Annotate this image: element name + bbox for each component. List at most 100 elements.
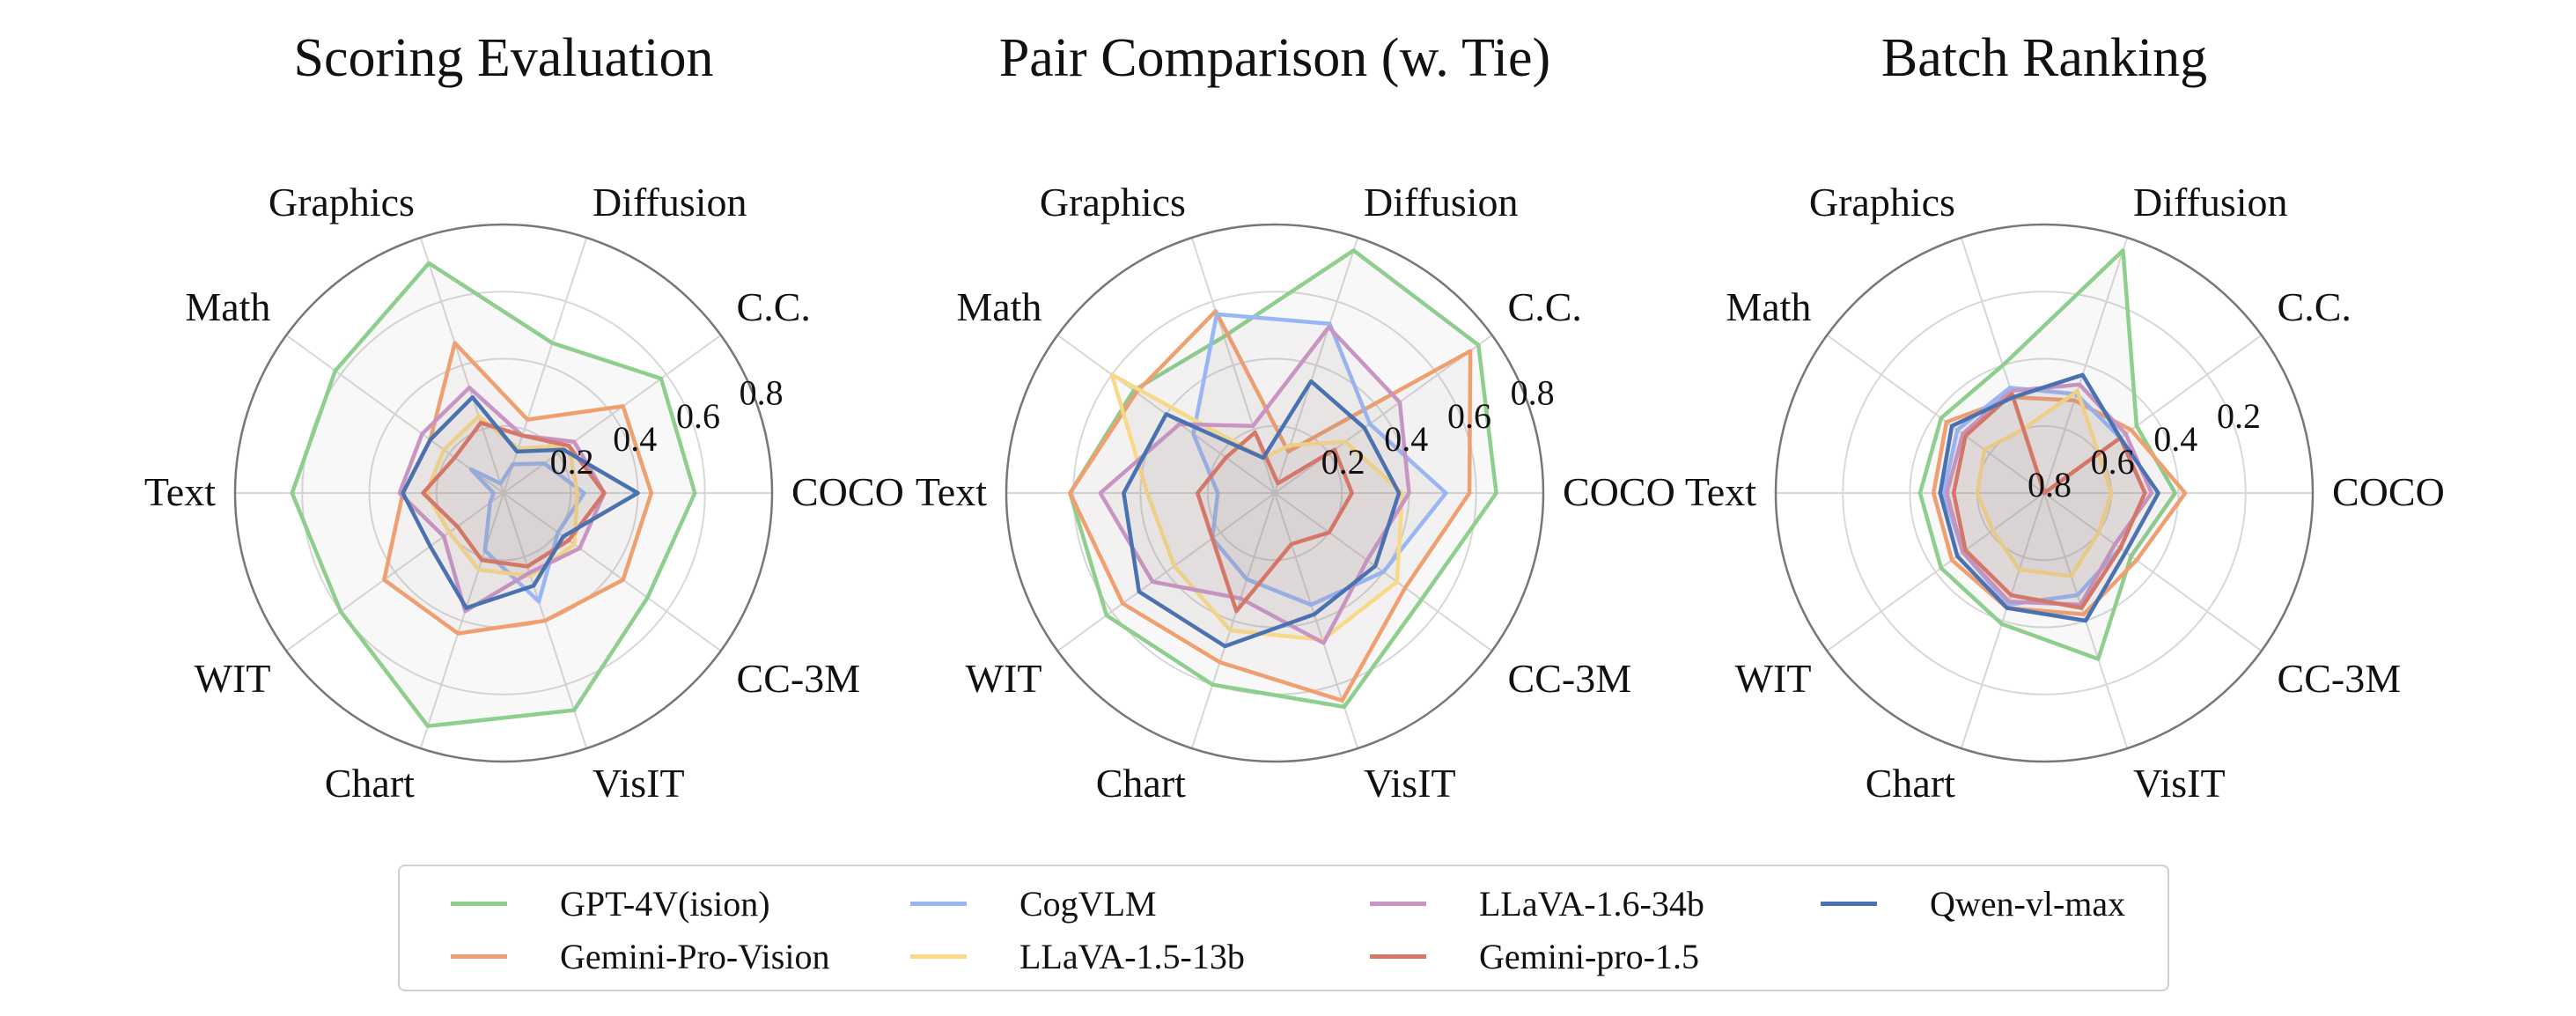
legend-swatch bbox=[1370, 953, 1426, 959]
axis-label-coco: COCO bbox=[2332, 469, 2445, 514]
series-gemini-pro-1-5 bbox=[1196, 430, 1354, 614]
series-llava-1-6-34b bbox=[1945, 382, 2154, 607]
radial-tick-label: 0.6 bbox=[676, 396, 720, 436]
axis-label-diffusion: Diffusion bbox=[1364, 180, 1519, 225]
subplot-title: Pair Comparison (w. Tie) bbox=[999, 28, 1550, 88]
axis-label-diffusion: Diffusion bbox=[2133, 180, 2288, 225]
series-qwen-vl-max bbox=[1938, 372, 2160, 623]
radar-outer-circle bbox=[1005, 223, 1545, 763]
legend-label: Gemini-pro-1.5 bbox=[1479, 936, 1699, 976]
legend-swatch bbox=[451, 901, 507, 906]
spoke-cc-3m bbox=[503, 492, 722, 652]
series-llava-1-5-13b bbox=[1975, 388, 2114, 578]
axis-label-c-c: C.C. bbox=[2278, 284, 2352, 329]
radar-outer-circle bbox=[1774, 223, 2315, 763]
axis-label-cc-3m: CC-3M bbox=[2278, 656, 2402, 701]
axis-label-chart: Chart bbox=[1096, 761, 1186, 806]
subplot-title: Scoring Evaluation bbox=[294, 28, 714, 88]
spoke-graphics bbox=[419, 237, 504, 494]
legend: GPT-4V(ision) Gemini-Pro-Vision CogVLM L… bbox=[398, 865, 2169, 991]
legend-item: GPT-4V(ision) bbox=[451, 877, 770, 930]
axis-label-cc-3m: CC-3M bbox=[1508, 656, 1632, 701]
radial-tick-label: 0.4 bbox=[1384, 419, 1428, 459]
axis-label-visit: VisIT bbox=[592, 761, 685, 806]
series-qwen-vl-max bbox=[1122, 379, 1402, 649]
series-qwen-vl-max bbox=[401, 394, 640, 610]
legend-swatch bbox=[1370, 901, 1426, 906]
axis-label-c-c: C.C. bbox=[737, 284, 811, 329]
radial-tick-label: 0.8 bbox=[2028, 465, 2072, 504]
axis-label-graphics: Graphics bbox=[1809, 180, 1955, 225]
spoke-wit bbox=[285, 492, 504, 652]
legend-label: LLaVA-1.6-34b bbox=[1479, 883, 1704, 924]
spoke-math bbox=[285, 334, 504, 494]
series-cogvlm bbox=[468, 461, 586, 604]
legend-item: Gemini-Pro-Vision bbox=[451, 930, 829, 983]
legend-label: Gemini-Pro-Vision bbox=[560, 936, 830, 976]
radial-tick-label: 0.2 bbox=[550, 442, 594, 482]
axis-label-chart: Chart bbox=[325, 761, 415, 806]
spoke-wit bbox=[1826, 492, 2045, 652]
spoke-chart bbox=[1960, 492, 2045, 749]
legend-label: Qwen-vl-max bbox=[1930, 883, 2126, 924]
series-gemini-pro-1-5 bbox=[421, 420, 607, 569]
axis-label-graphics: Graphics bbox=[1040, 180, 1186, 225]
series-llava-1-5-13b bbox=[1109, 372, 1405, 643]
legend-item: Gemini-pro-1.5 bbox=[1370, 930, 1699, 983]
axis-label-wit: WIT bbox=[966, 656, 1042, 701]
radial-tick-label: 0.2 bbox=[2217, 396, 2261, 436]
axis-label-text: Text bbox=[1685, 469, 1756, 514]
axis-label-wit: WIT bbox=[1735, 656, 1812, 701]
axis-label-math: Math bbox=[956, 284, 1041, 329]
spoke-diffusion bbox=[2043, 237, 2129, 494]
axis-label-c-c: C.C. bbox=[1508, 284, 1582, 329]
radar-pair-comparison: Pair Comparison (w. Tie) 0.2 0.4 0.6 0.8 COC… bbox=[916, 28, 1675, 806]
radar-scoring-evaluation: Scoring Evaluation 0.2 0.4 0.6 0.8 COCO C.C. D… bbox=[144, 28, 904, 806]
axis-label-coco: COCO bbox=[791, 469, 904, 514]
series-gemini-pro-1-5 bbox=[1951, 392, 2147, 610]
spoke-math bbox=[1826, 334, 2045, 494]
legend-label: LLaVA-1.5-13b bbox=[1019, 936, 1245, 976]
axis-label-text: Text bbox=[916, 469, 987, 514]
axis-label-graphics: Graphics bbox=[269, 180, 415, 225]
series-llava-1-6-34b bbox=[1098, 325, 1411, 645]
radar-outer-circle bbox=[233, 223, 774, 763]
legend-item: LLaVA-1.5-13b bbox=[910, 930, 1245, 983]
spoke-cc-3m bbox=[2043, 492, 2263, 652]
radial-tick-label: 0.8 bbox=[740, 373, 784, 413]
radial-tick-label: 0.4 bbox=[613, 419, 657, 459]
axis-label-text: Text bbox=[144, 469, 216, 514]
legend-swatch bbox=[451, 953, 507, 959]
axis-label-cc-3m: CC-3M bbox=[737, 656, 861, 701]
legend-label: GPT-4V(ision) bbox=[560, 883, 770, 924]
spoke-c-c bbox=[1274, 334, 1493, 494]
axis-label-math: Math bbox=[1726, 284, 1811, 329]
axis-label-visit: VisIT bbox=[1364, 761, 1456, 806]
legend-label: CogVLM bbox=[1019, 883, 1157, 924]
radar-batch-ranking: Batch Ranking 0.2 0.4 0.6 0.8 COCO C.C. Diffus… bbox=[1685, 28, 2445, 806]
radial-tick-label: 0.2 bbox=[1321, 442, 1365, 482]
legend-item: Qwen-vl-max bbox=[1821, 877, 2125, 930]
axis-label-wit: WIT bbox=[195, 656, 271, 701]
spoke-chart bbox=[419, 492, 504, 749]
subplot-title: Batch Ranking bbox=[1881, 28, 2207, 88]
axis-label-diffusion: Diffusion bbox=[592, 180, 747, 225]
legend-item: LLaVA-1.6-34b bbox=[1370, 877, 1704, 930]
spoke-graphics bbox=[1190, 237, 1276, 494]
legend-swatch bbox=[910, 953, 967, 959]
legend-item: CogVLM bbox=[910, 877, 1157, 930]
spoke-wit bbox=[1056, 492, 1276, 652]
radial-tick-label: 0.8 bbox=[1511, 373, 1555, 413]
axis-label-chart: Chart bbox=[1866, 761, 1955, 806]
legend-swatch bbox=[910, 901, 967, 906]
spoke-chart bbox=[1190, 492, 1276, 749]
axis-label-coco: COCO bbox=[1563, 469, 1675, 514]
radial-tick-label: 0.4 bbox=[2153, 419, 2197, 459]
radial-tick-label: 0.6 bbox=[1447, 396, 1491, 436]
spoke-c-c bbox=[503, 334, 722, 494]
radial-tick-label: 0.6 bbox=[2091, 442, 2135, 482]
axis-label-visit: VisIT bbox=[2133, 761, 2226, 806]
legend-swatch bbox=[1821, 901, 1877, 906]
axis-label-math: Math bbox=[185, 284, 270, 329]
